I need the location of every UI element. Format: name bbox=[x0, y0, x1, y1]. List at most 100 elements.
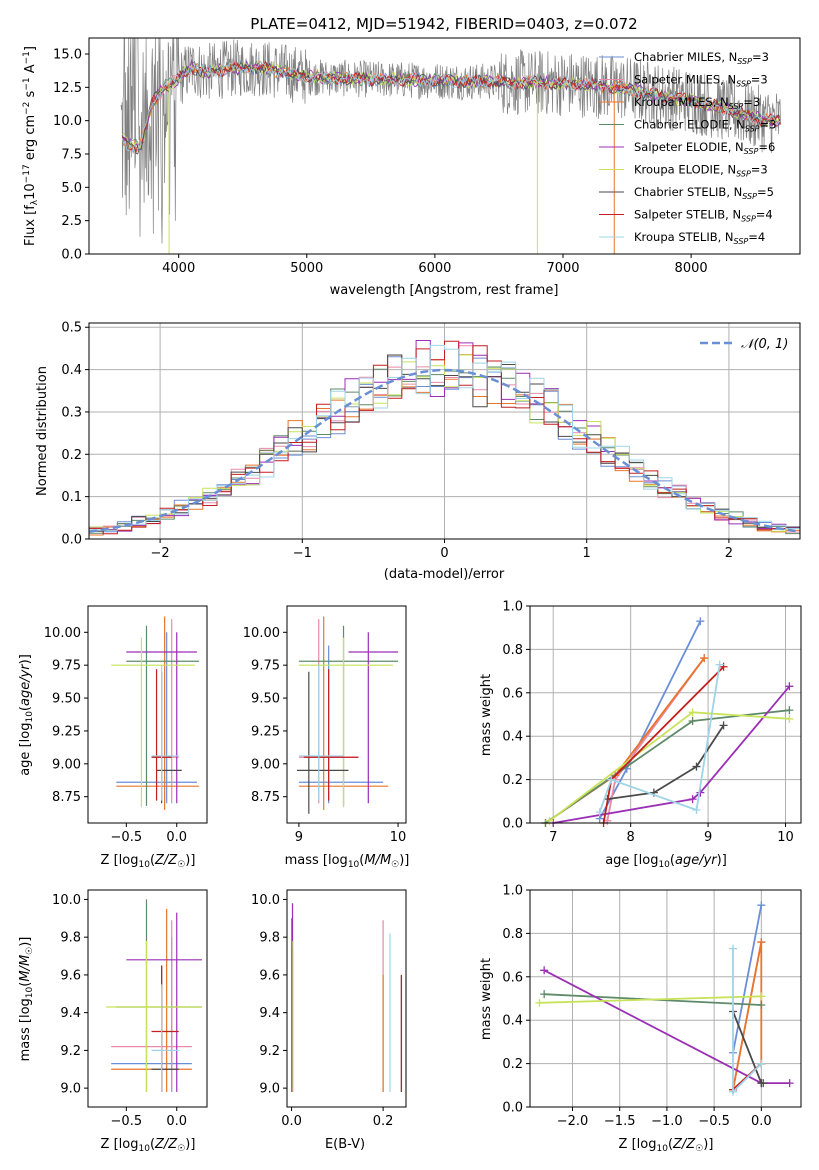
spectrum-panel: 4000 5000 6000 7000 8000 0.0 2.5 5.0 7.5 10.0 12.5… bbox=[22, 37, 801, 298]
mass-vs-Z-panel: −0.5 0.0 9.0 9.2 9.4 9.6 9.8 10.0 bbox=[52, 889, 208, 1129]
spectrum-legend-label: Salpeter ELODIE, NSSP=6 bbox=[634, 140, 775, 156]
residuals-y-label: Normed distribution bbox=[35, 366, 50, 496]
mass-vs-EBV-ytick-label: 9.6 bbox=[259, 968, 280, 983]
mass-vs-Z-ytick-label: 9.8 bbox=[60, 931, 81, 946]
age-vs-Z-ytick-label: 9.00 bbox=[52, 757, 81, 772]
mass-weight-vs-Z-xtick-label: −1.0 bbox=[651, 1114, 683, 1129]
residuals-histogram-line bbox=[89, 340, 800, 535]
mass-weight-vs-Z-axes-frame bbox=[529, 889, 802, 1108]
mass-weight-vs-age-ytick-label: 0.6 bbox=[502, 686, 523, 701]
residuals-ytick-label: 0.5 bbox=[61, 321, 82, 336]
mass-weight-vs-age-grid bbox=[530, 605, 801, 824]
residuals-xtick-label: 2 bbox=[725, 546, 733, 561]
residuals-x-label: (data-model)/error bbox=[384, 567, 505, 582]
mass-weight-vs-age-point-marker bbox=[595, 808, 604, 817]
mass-vs-EBV-ytick-label: 9.4 bbox=[259, 1006, 280, 1021]
mass-weight-vs-Z-point-marker bbox=[785, 1079, 794, 1088]
mass-vs-Z-ytick-label: 9.0 bbox=[60, 1082, 81, 1097]
mw-age-y-label: mass weight bbox=[479, 674, 494, 756]
age-z-x-label: Z [log10(Z/Z☉)] bbox=[101, 853, 196, 870]
mass-weight-vs-Z-series-line bbox=[732, 1011, 764, 1084]
mass-vs-EBV-xtick-label: 0.2 bbox=[373, 1114, 394, 1129]
mass-weight-vs-Z-xtick-label: 0.0 bbox=[751, 1114, 772, 1129]
mass-weight-vs-Z-ytick-label: 0.6 bbox=[502, 970, 523, 985]
mass-weight-vs-age-xtick-label: 7 bbox=[549, 830, 557, 845]
residuals-ytick-label: 0.4 bbox=[61, 363, 82, 378]
spectrum-xtick-label: 6000 bbox=[418, 261, 451, 276]
age-vs-mass-ytick-label: 9.50 bbox=[251, 692, 280, 707]
residuals-ticks: −2 −1 0 1 2 0.0 0.1 0.2 0.3 0.4 0.5 bbox=[61, 321, 733, 561]
age-vs-Z-ytick-label: 8.75 bbox=[52, 790, 81, 805]
mass-weight-vs-Z-ytick-label: 0.2 bbox=[502, 1057, 523, 1072]
age-vs-Z-xtick-label: 0.0 bbox=[166, 830, 187, 845]
mass-vs-EBV-ytick-label: 9.0 bbox=[259, 1082, 280, 1097]
age-vs-Z-xtick-label: −0.5 bbox=[111, 830, 143, 845]
mass-weight-vs-age-point-marker bbox=[688, 708, 697, 717]
spectrum-ytick-label: 2.5 bbox=[61, 214, 82, 229]
figure-title: PLATE=0412, MJD=51942, FIBERID=0403, z=0… bbox=[250, 15, 637, 33]
mass-weight-vs-age-series-line bbox=[607, 724, 725, 800]
residuals-xtick-label: 1 bbox=[583, 546, 591, 561]
mass-weight-vs-age-point-marker bbox=[785, 706, 794, 715]
mass-vs-EBV-xtick-label: 0.0 bbox=[281, 1114, 302, 1129]
age-vs-mass-panel: 9 10 8.75 9.00 9.25 9.50 9.75 10.00 bbox=[243, 605, 407, 845]
mass-weight-vs-Z-series-line bbox=[732, 905, 763, 1053]
mass-weight-vs-Z-ytick-label: 0.4 bbox=[502, 1014, 523, 1029]
mass-weight-vs-Z-ytick-label: 0.0 bbox=[502, 1101, 523, 1116]
mass-weight-vs-age-point-marker bbox=[692, 805, 701, 814]
mass-weight-vs-age-ytick-label: 0.0 bbox=[502, 817, 523, 832]
spectrum-model-line bbox=[121, 60, 781, 152]
mass-weight-vs-Z-ytick-label: 1.0 bbox=[502, 884, 523, 899]
mass-weight-vs-age-ytick-label: 0.2 bbox=[502, 773, 523, 788]
spectrum-x-label: wavelength [Angstrom, rest frame] bbox=[330, 283, 559, 298]
mass-weight-vs-Z-xtick-label: −0.5 bbox=[698, 1114, 730, 1129]
mass-vs-EBV-panel: 0.0 0.2 9.0 9.2 9.4 9.6 9.8 10.0 bbox=[251, 889, 407, 1129]
mass-weight-vs-age-point-marker bbox=[696, 617, 705, 626]
residuals-ytick-label: 0.2 bbox=[61, 448, 82, 463]
mass-weight-vs-age-point-marker bbox=[688, 717, 697, 726]
mass-vs-Z-ytick-label: 9.2 bbox=[60, 1044, 81, 1059]
spectrum-legend-label: Salpeter STELIB, NSSP=4 bbox=[634, 208, 773, 224]
spectrum-xtick-label: 5000 bbox=[290, 261, 323, 276]
mass-weight-vs-Z-point-marker bbox=[757, 992, 766, 1001]
mass-weight-vs-Z-point-marker bbox=[729, 944, 738, 953]
mass-weight-vs-Z-point-marker bbox=[757, 1059, 766, 1068]
mass-weight-vs-Z-ytick-label: 0.8 bbox=[502, 927, 523, 942]
mass-weight-vs-age-point-marker bbox=[719, 721, 728, 730]
mass-weight-vs-age-ytick-label: 0.4 bbox=[502, 730, 523, 745]
age-vs-mass-ytick-label: 9.25 bbox=[251, 724, 280, 739]
mass-vs-EBV-ytick-label: 9.8 bbox=[259, 931, 280, 946]
residuals-histograms bbox=[89, 340, 800, 536]
spectrum-ytick-label: 15.0 bbox=[53, 48, 82, 63]
spectrum-axes-frame bbox=[88, 37, 801, 255]
mw-z-x-label: Z [log10(Z/Z☉)] bbox=[619, 1137, 714, 1154]
spectrum-legend-label: Kroupa MILES, NSSP=3 bbox=[634, 95, 760, 111]
mass-z-y-label: mass [log10(M/M☉)] bbox=[18, 937, 35, 1062]
residuals-xtick-label: −2 bbox=[151, 546, 170, 561]
age-vs-mass-xtick-label: 10 bbox=[390, 830, 407, 845]
residuals-ytick-label: 0.3 bbox=[61, 405, 82, 420]
spectrum-ticks: 4000 5000 6000 7000 8000 0.0 2.5 5.0 7.5 10.0 12.5… bbox=[53, 48, 708, 277]
age-vs-Z-axes-frame bbox=[87, 605, 208, 824]
spectrum-ytick-label: 10.0 bbox=[53, 114, 82, 129]
mass-vs-Z-ytick-label: 9.4 bbox=[60, 1006, 81, 1021]
mass-weight-vs-Z-point-marker bbox=[540, 990, 549, 999]
normal-legend-label: 𝒩(0, 1) bbox=[741, 337, 788, 352]
mass-ebv-x-label: E(B-V) bbox=[325, 1137, 365, 1152]
spectrum-model-line bbox=[121, 61, 781, 155]
mass-weight-vs-age-series-line bbox=[598, 664, 721, 813]
spectrum-legend-label: Kroupa ELODIE, NSSP=3 bbox=[634, 163, 768, 179]
residuals-ytick-label: 0.1 bbox=[61, 490, 82, 505]
spectrum-ytick-label: 7.5 bbox=[61, 148, 82, 163]
spectrum-models bbox=[121, 58, 781, 254]
mass-weight-vs-age-point-marker bbox=[688, 795, 697, 804]
age-vs-Z-ytick-label: 9.75 bbox=[52, 659, 81, 674]
residuals-histogram-line bbox=[89, 344, 800, 531]
mass-weight-vs-age-ytick-label: 0.8 bbox=[502, 643, 523, 658]
mass-weight-vs-age-point-marker bbox=[715, 660, 724, 669]
spectrum-legend-label: Chabrier STELIB, NSSP=5 bbox=[634, 185, 774, 201]
normal-reference-curve bbox=[88, 368, 801, 533]
spectrum-xtick-label: 8000 bbox=[675, 261, 708, 276]
